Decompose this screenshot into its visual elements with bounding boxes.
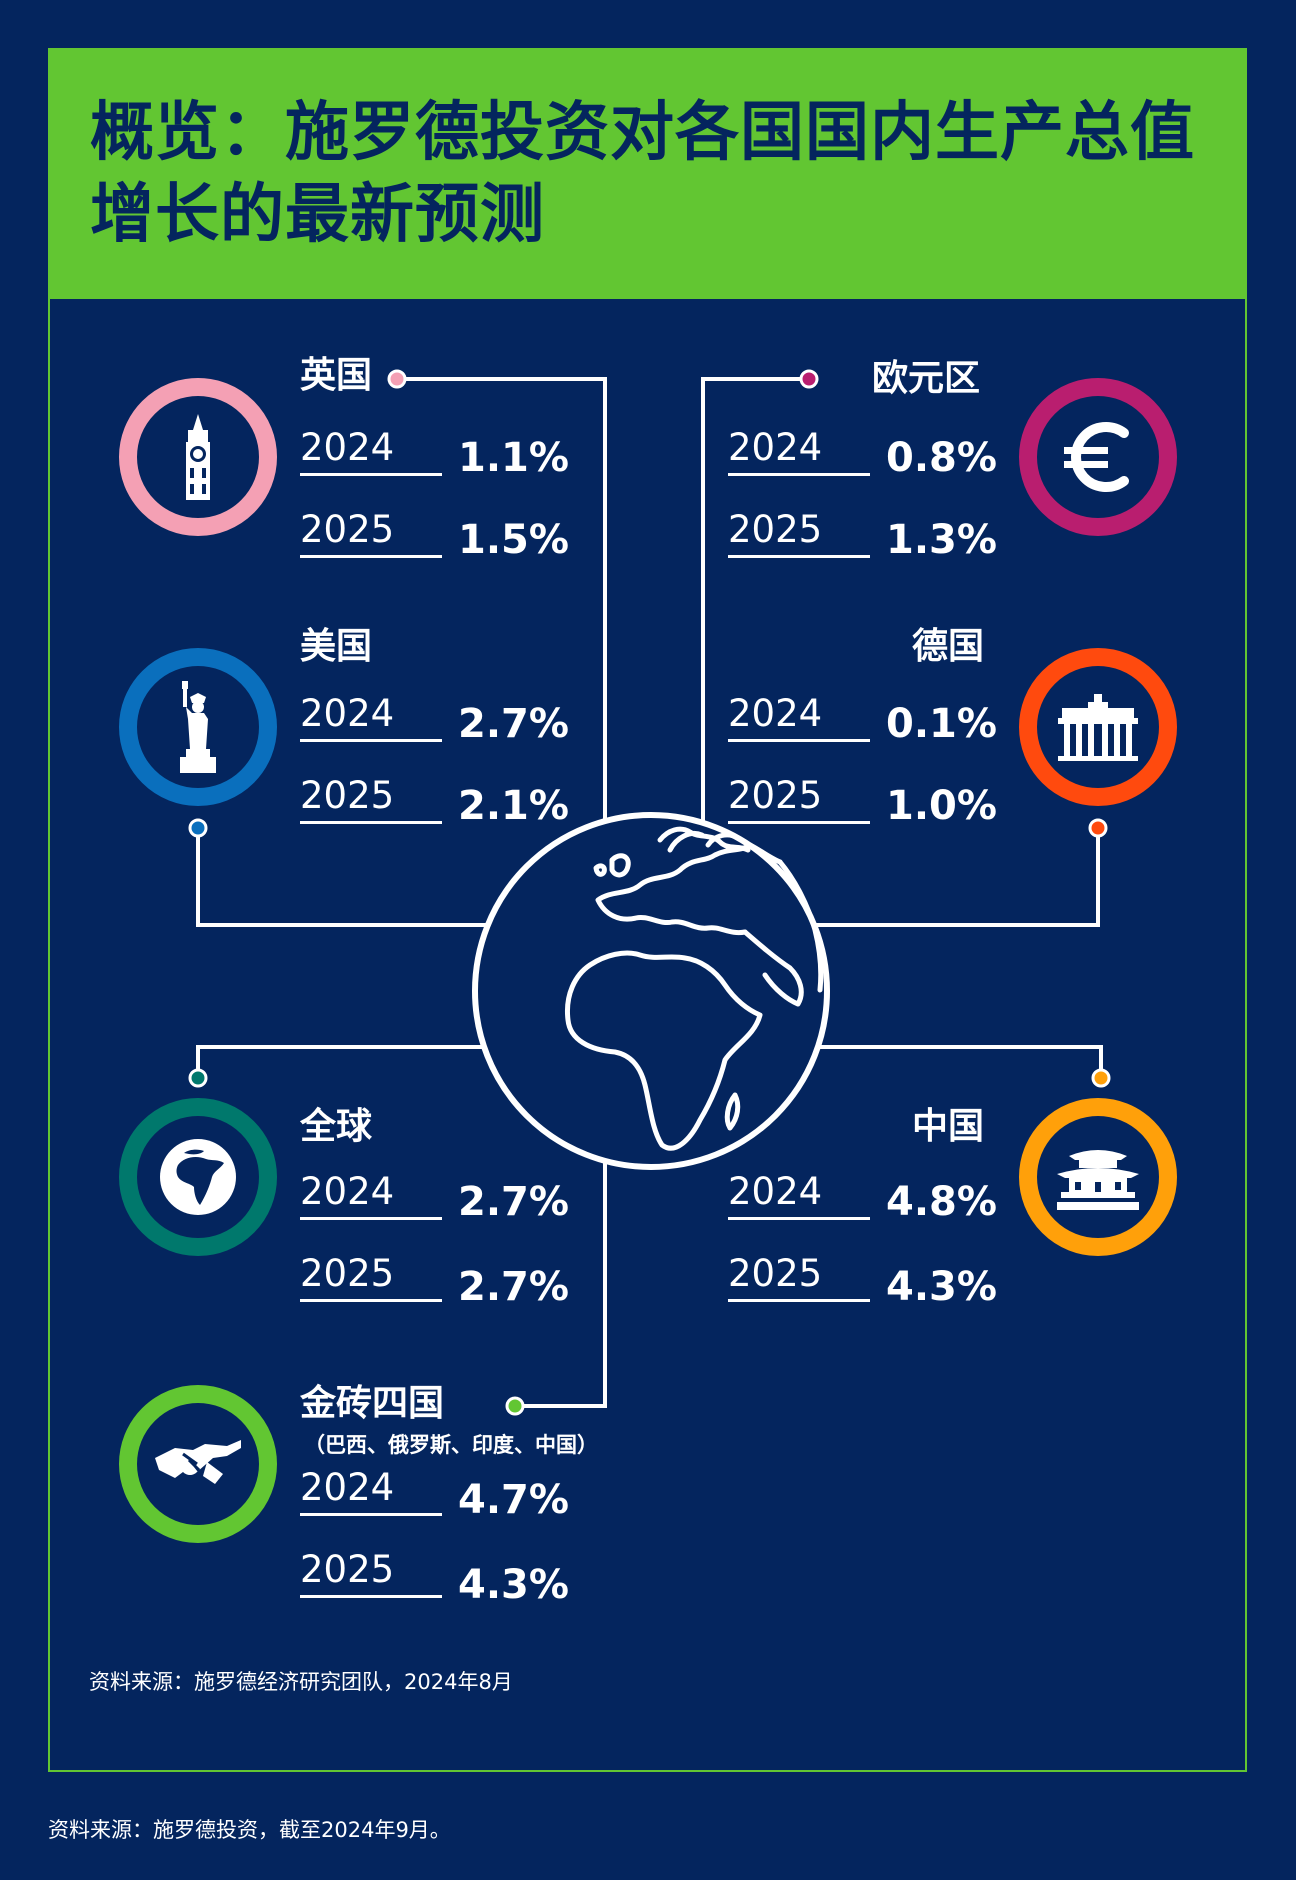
- germany-name: 德国: [912, 626, 985, 667]
- bric-name: 金砖四国: [300, 1383, 445, 1424]
- uk-name: 英国: [300, 355, 373, 396]
- page-title: 概览：施罗德投资对各国国内生产总值 增长的最新预测: [90, 92, 1207, 256]
- title-band: 概览：施罗德投资对各国国内生产总值 增长的最新预测: [48, 48, 1247, 299]
- bric-year-2025: 2025: [300, 1550, 442, 1598]
- us-year-2024: 2024: [300, 694, 442, 742]
- bric-connector: [515, 1160, 607, 1408]
- germany-year-2024: 2024: [728, 694, 870, 742]
- world-globe-icon: [472, 812, 830, 1170]
- us-connector: [196, 828, 490, 927]
- brandenburg-gate-icon: [1058, 694, 1138, 761]
- global-connector-dot: [188, 1068, 208, 1088]
- eurozone-connector: [701, 377, 809, 830]
- big-ben-icon: [186, 414, 210, 500]
- global-value-2025: 2.7%: [458, 1264, 569, 1310]
- euro-icon: [1064, 422, 1129, 492]
- bric-value-2024: 4.7%: [458, 1477, 569, 1523]
- china-value-2025: 4.3%: [886, 1264, 997, 1310]
- us-icon-ring: [119, 648, 277, 806]
- global-year-2025: 2025: [300, 1254, 442, 1302]
- eurozone-name: 欧元区: [872, 358, 981, 399]
- china-name: 中国: [912, 1106, 985, 1147]
- uk-year-2025: 2025: [300, 510, 442, 558]
- global-connector: [196, 1045, 490, 1076]
- eurozone-year-2024: 2024: [728, 428, 870, 476]
- chinese-pagoda-icon: [1057, 1150, 1139, 1210]
- germany-connector-dot: [1088, 818, 1108, 838]
- statue-of-liberty-icon: [180, 681, 216, 773]
- globe-icon: [160, 1139, 236, 1215]
- china-connector: [810, 1045, 1103, 1076]
- us-name: 美国: [300, 626, 373, 667]
- uk-value-2024: 1.1%: [458, 435, 569, 481]
- china-year-2025: 2025: [728, 1254, 870, 1302]
- global-value-2024: 2.7%: [458, 1179, 569, 1225]
- germany-value-2024: 0.1%: [886, 701, 997, 747]
- us-connector-dot: [188, 818, 208, 838]
- bric-connector-dot: [505, 1396, 525, 1416]
- china-year-2024: 2024: [728, 1172, 870, 1220]
- footer-source-note: 资料来源：施罗德投资，截至2024年9月。: [48, 1818, 451, 1842]
- uk-year-2024: 2024: [300, 428, 442, 476]
- us-value-2024: 2.7%: [458, 701, 569, 747]
- bric-subtitle: （巴西、俄罗斯、印度、中国）: [304, 1433, 598, 1457]
- uk-connector-dot: [387, 369, 407, 389]
- bric-icon-ring: [119, 1385, 277, 1543]
- germany-value-2025: 1.0%: [886, 783, 997, 829]
- uk-icon-ring: [119, 378, 277, 536]
- germany-icon-ring: [1019, 648, 1177, 806]
- china-connector-dot: [1091, 1068, 1111, 1088]
- eurozone-year-2025: 2025: [728, 510, 870, 558]
- global-year-2024: 2024: [300, 1172, 442, 1220]
- us-value-2025: 2.1%: [458, 783, 569, 829]
- uk-value-2025: 1.5%: [458, 517, 569, 563]
- us-year-2025: 2025: [300, 776, 442, 824]
- global-icon-ring: [119, 1098, 277, 1256]
- eurozone-value-2024: 0.8%: [886, 435, 997, 481]
- bric-value-2025: 4.3%: [458, 1562, 569, 1608]
- eurozone-value-2025: 1.3%: [886, 517, 997, 563]
- global-name: 全球: [300, 1106, 373, 1147]
- bric-year-2024: 2024: [300, 1468, 442, 1516]
- eurozone-connector-dot: [799, 369, 819, 389]
- china-value-2024: 4.8%: [886, 1179, 997, 1225]
- eurozone-icon-ring: [1019, 378, 1177, 536]
- handshake-icon: [155, 1440, 241, 1484]
- germany-connector: [810, 828, 1100, 927]
- title-line-2: 增长的最新预测: [90, 178, 545, 252]
- germany-year-2025: 2025: [728, 776, 870, 824]
- inner-source-note: 资料来源：施罗德经济研究团队，2024年8月: [89, 1670, 513, 1694]
- china-icon-ring: [1019, 1098, 1177, 1256]
- title-line-1: 概览：施罗德投资对各国国内生产总值: [90, 96, 1195, 170]
- uk-connector: [397, 377, 607, 830]
